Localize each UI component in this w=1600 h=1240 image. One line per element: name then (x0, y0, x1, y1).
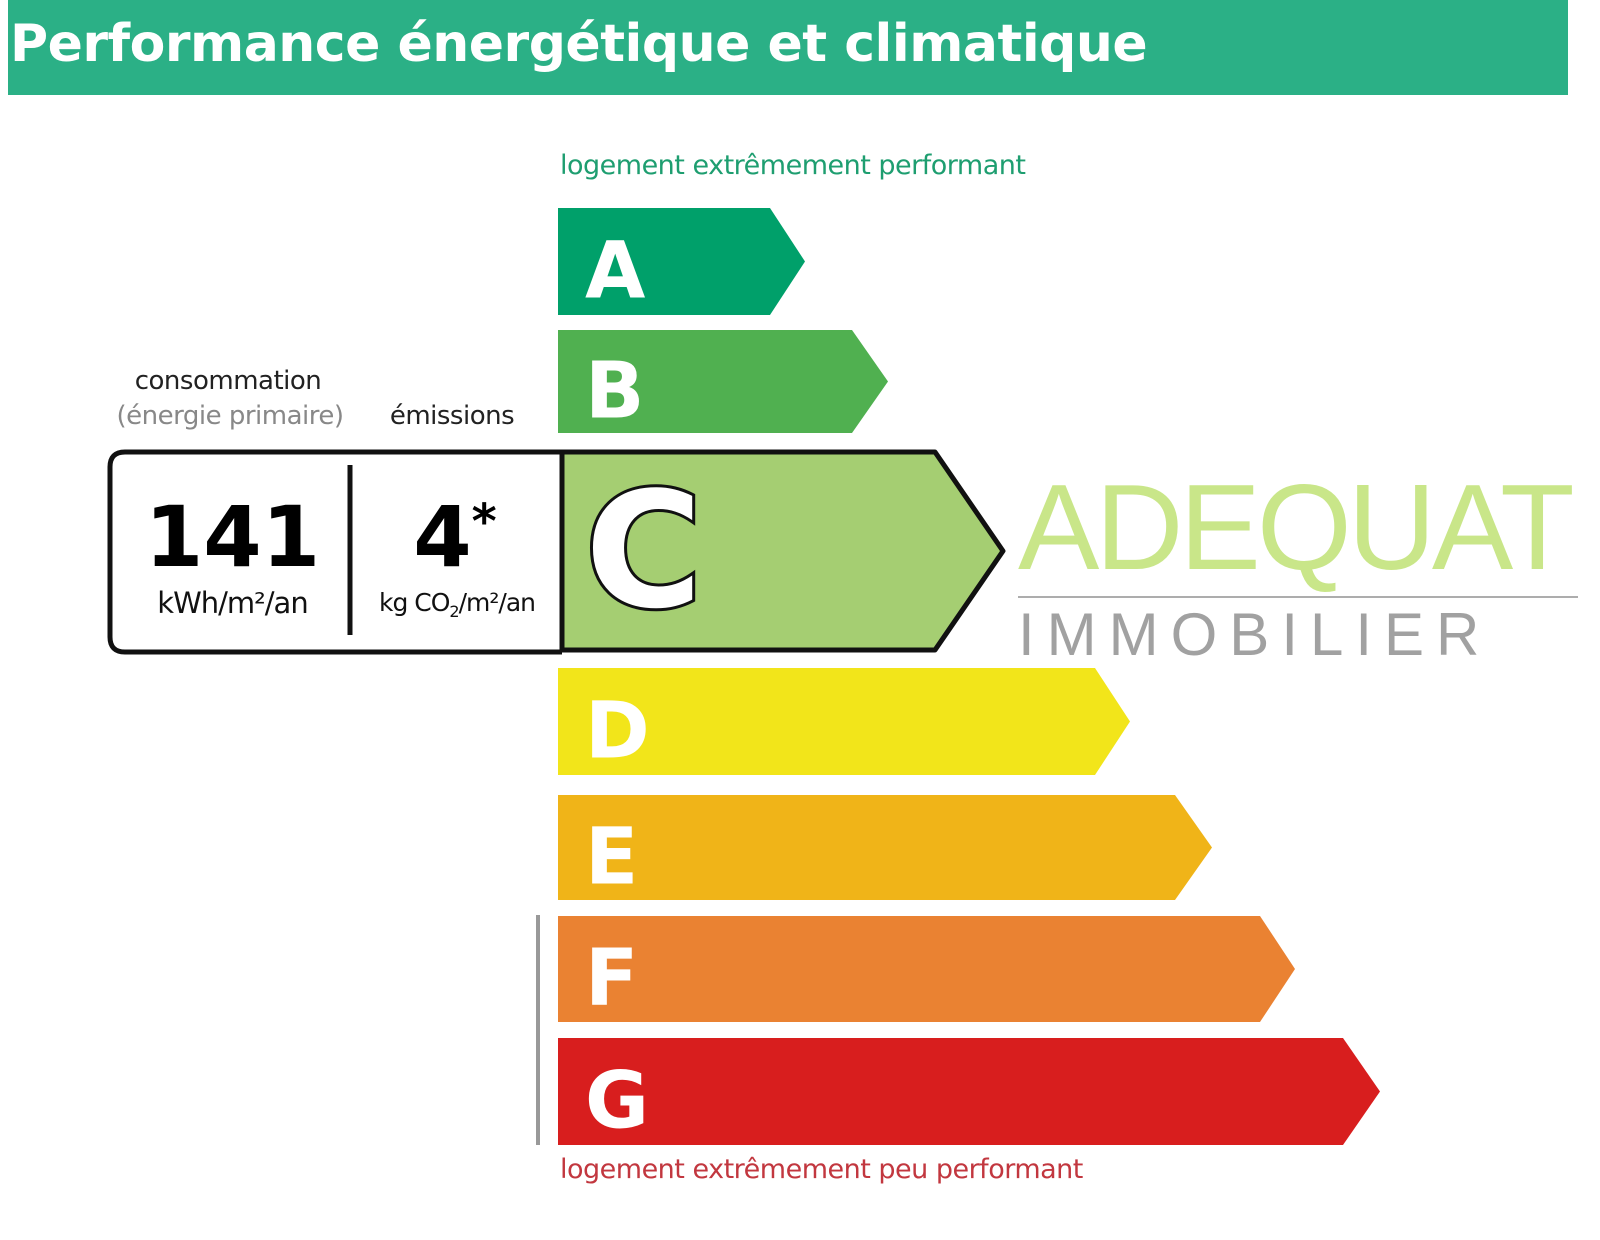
emissions-number: 4 (413, 488, 472, 586)
consumption-label: consommation (134, 366, 322, 396)
header-bar (8, 0, 1568, 95)
unit-suffix: /m²/an (458, 588, 536, 617)
class-bar-e (558, 795, 1212, 900)
consumption-unit: kWh/m²/an (157, 586, 308, 620)
watermark-sub: IMMOBILIER (1018, 601, 1492, 668)
bottom-caption: logement extrêmement peu performant (560, 1154, 1083, 1185)
emissions-unit: kg CO2/m²/an (352, 588, 562, 621)
page-title: Performance énergétique et climatique (10, 14, 1148, 74)
class-bar-g (558, 1038, 1380, 1145)
unit-prefix: kg CO (378, 588, 450, 617)
watermark-divider (1018, 596, 1578, 598)
class-letter-c: C (585, 457, 702, 644)
class-bar-b (558, 330, 888, 433)
class-letter-g: G (585, 1057, 649, 1147)
class-bar-f (558, 916, 1295, 1022)
class-bar-a (558, 208, 805, 315)
emissions-label: émissions (389, 401, 515, 431)
class-bar-c (559, 449, 1006, 653)
values-box (107, 449, 562, 655)
class-bar-d (558, 668, 1130, 775)
emissions-value: 4* (355, 488, 555, 586)
class-letter-d: D (585, 687, 650, 777)
class-letter-b: B (585, 347, 644, 437)
class-letter-e: E (585, 813, 638, 903)
class-letter-a: A (585, 227, 645, 317)
top-caption: logement extrêmement performant (560, 150, 1026, 181)
consumption-value: 141 (144, 488, 321, 586)
class-letter-f: F (585, 934, 638, 1024)
consumption-sublabel: (énergie primaire) (116, 401, 345, 431)
emissions-marker: * (471, 494, 497, 550)
unit-subscript: 2 (449, 602, 459, 621)
watermark-brand: ADEQUAT (1018, 459, 1575, 595)
